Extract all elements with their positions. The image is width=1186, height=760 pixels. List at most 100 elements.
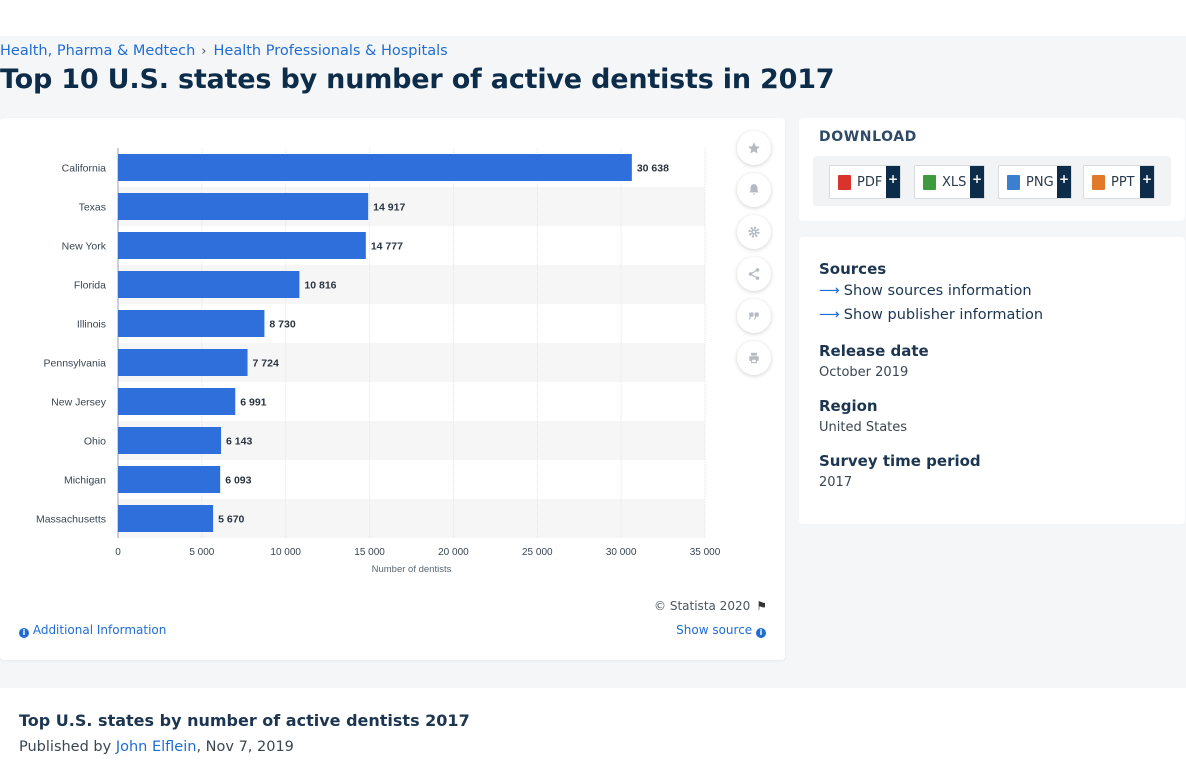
category-label: Michigan: [64, 475, 106, 487]
data-label: 7 724: [253, 358, 279, 370]
region-heading: Region: [819, 397, 878, 415]
survey-period-value: 2017: [819, 475, 853, 490]
category-label: Ohio: [84, 436, 106, 448]
author-link[interactable]: John Elflein: [115, 739, 197, 755]
top-strip: [0, 0, 1186, 36]
row-band: [118, 499, 705, 538]
publish-date: , Nov 7, 2019: [196, 739, 294, 755]
data-label: 14 917: [373, 202, 405, 214]
xls-file-icon: [923, 174, 936, 190]
sources-heading: Sources: [819, 260, 887, 278]
survey-period-heading: Survey time period: [819, 452, 981, 470]
category-label: New Jersey: [51, 397, 107, 409]
plus-icon: +: [886, 166, 900, 198]
star-icon[interactable]: [737, 131, 771, 165]
published-by-label: Published by: [19, 739, 112, 755]
bell-icon[interactable]: [737, 173, 771, 207]
category-label: Florida: [74, 280, 106, 292]
bar-new-jersey: [118, 388, 236, 415]
data-label: 8 730: [269, 319, 295, 331]
bar-michigan: [118, 466, 221, 493]
release-date-value: October 2019: [819, 365, 909, 380]
breadcrumb: Health, Pharma & Medtech › Health Professi…: [0, 43, 448, 59]
bar-california: [118, 154, 632, 181]
page-title: Top 10 U.S. states by number of active d…: [0, 64, 835, 95]
copyright-text: © Statista 2020: [654, 599, 751, 613]
data-label: 6 093: [225, 475, 251, 487]
category-label: California: [62, 163, 107, 175]
download-card: DOWNLOAD PDF + XLS + PNG + PPT +: [799, 118, 1185, 221]
download-bar: PDF + XLS + PNG + PPT +: [813, 156, 1171, 206]
statistic-summary: Top U.S. states by number of active dent…: [0, 688, 1186, 760]
plus-icon: +: [1140, 166, 1154, 198]
bar-texas: [118, 193, 369, 220]
statistic-title: Top U.S. states by number of active dent…: [19, 711, 470, 730]
category-label: Pennsylvania: [44, 358, 107, 370]
info-icon: i: [756, 628, 766, 638]
show-source-link[interactable]: Show source i: [676, 623, 766, 638]
chart-tools: [737, 131, 771, 383]
data-label: 14 777: [371, 241, 403, 253]
breadcrumb-item-health[interactable]: Health, Pharma & Medtech: [0, 43, 196, 59]
show-sources-link[interactable]: ⟶ Show sources information: [819, 283, 1032, 299]
download-title: DOWNLOAD: [819, 129, 917, 145]
x-tick-label: 0: [115, 547, 121, 558]
bar-ohio: [118, 427, 222, 454]
x-tick-label: 25 000: [522, 547, 553, 558]
data-label: 6 991: [240, 397, 266, 409]
x-tick-label: 30 000: [606, 547, 637, 558]
png-file-icon: [1007, 174, 1020, 190]
ppt-file-icon: [1092, 174, 1105, 190]
publication-info: Published by John Elflein, Nov 7, 2019: [19, 739, 294, 755]
data-label: 5 670: [218, 514, 244, 526]
x-tick-label: 10 000: [270, 547, 301, 558]
category-label: Texas: [79, 202, 106, 214]
data-label: 30 638: [637, 163, 669, 175]
additional-info-label: Additional Information: [32, 623, 167, 637]
gear-icon[interactable]: [737, 215, 771, 249]
bar-florida: [118, 271, 300, 298]
breadcrumb-item-professionals[interactable]: Health Professionals & Hospitals: [213, 43, 448, 59]
bar-pennsylvania: [118, 349, 248, 376]
x-tick-label: 15 000: [354, 547, 385, 558]
region-value: United States: [819, 420, 908, 435]
download-xls-label: XLS: [942, 174, 967, 190]
share-icon[interactable]: [737, 257, 771, 291]
quote-icon[interactable]: [737, 299, 771, 333]
pdf-file-icon: [838, 174, 851, 190]
x-tick-label: 20 000: [438, 547, 469, 558]
print-icon[interactable]: [737, 341, 771, 375]
download-pdf-label: PDF: [857, 174, 883, 190]
x-axis-title: Number of dentists: [372, 564, 452, 575]
download-png-button[interactable]: PNG +: [998, 165, 1072, 199]
chart-card: California 30 638 Texas 14 917 New York 14 77…: [0, 118, 785, 660]
show-publisher-link[interactable]: ⟶ Show publisher information: [819, 307, 1043, 323]
download-png-label: PNG: [1026, 174, 1054, 190]
x-tick-label: 35 000: [690, 547, 721, 558]
additional-info-link[interactable]: i Additional Information: [19, 623, 166, 638]
plus-icon: +: [1057, 166, 1071, 198]
download-pdf-button[interactable]: PDF +: [829, 165, 901, 199]
plus-icon: +: [970, 166, 984, 198]
release-date-heading: Release date: [819, 342, 929, 360]
show-publisher-label: Show publisher information: [843, 307, 1044, 323]
download-ppt-label: PPT: [1111, 174, 1135, 190]
statistic-details-card: Sources ⟶ Show sources information ⟶ Show …: [799, 237, 1185, 524]
breadcrumb-separator: ›: [201, 44, 207, 59]
arrow-right-icon: ⟶: [819, 307, 840, 323]
show-sources-label: Show sources information: [843, 283, 1032, 299]
arrow-right-icon: ⟶: [819, 283, 840, 299]
bar-chart: California 30 638 Texas 14 917 New York 14 77…: [36, 148, 721, 575]
data-label: 6 143: [226, 436, 252, 448]
download-xls-button[interactable]: XLS +: [914, 165, 985, 199]
show-source-label: Show source: [676, 623, 753, 637]
bar-massachusetts: [118, 505, 214, 532]
download-ppt-button[interactable]: PPT +: [1083, 165, 1155, 199]
copyright-notice: © Statista 2020 ⚑: [654, 599, 767, 613]
category-label: New York: [62, 241, 107, 253]
category-label: Illinois: [77, 319, 106, 331]
data-label: 10 816: [304, 280, 336, 292]
x-tick-label: 5 000: [189, 547, 214, 558]
flag-icon[interactable]: ⚑: [756, 599, 767, 613]
bar-new-york: [118, 232, 366, 259]
